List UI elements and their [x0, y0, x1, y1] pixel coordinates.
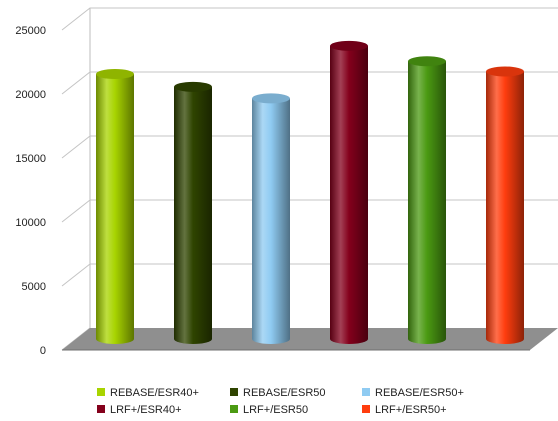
legend-item: REBASE/ESR40+ [97, 387, 199, 399]
legend-item: LRF+/ESR50+ [362, 404, 447, 416]
legend-item: LRF+/ESR40+ [97, 404, 182, 416]
legend-label: LRF+/ESR50 [243, 404, 308, 416]
legend-item: LRF+/ESR50 [230, 404, 308, 416]
gridline [61, 135, 558, 159]
legend: REBASE/ESR40+ REBASE/ESR50 REBASE/ESR50+ LR… [97, 387, 464, 416]
bar-body [408, 61, 446, 345]
legend-label: REBASE/ESR50+ [375, 387, 464, 399]
gridline [61, 7, 558, 31]
gridline [61, 199, 558, 223]
bar-top [486, 66, 524, 77]
bar-top [174, 81, 212, 92]
gridline [61, 263, 558, 287]
bars-layer [96, 40, 524, 345]
bar-body [174, 86, 212, 344]
legend-swatch [362, 405, 370, 413]
bar [174, 81, 212, 344]
gridline [61, 71, 558, 95]
bar-body [330, 45, 368, 344]
chart-floor [62, 328, 558, 350]
y-tick-label: 0 [40, 345, 46, 357]
legend-label: LRF+/ESR50+ [375, 404, 447, 416]
bar-top [252, 93, 290, 104]
legend-swatch [230, 405, 238, 413]
bar-body [486, 71, 524, 344]
bar-top [330, 40, 368, 51]
legend-item: REBASE/ESR50 [230, 387, 326, 399]
grid-layer [61, 7, 558, 351]
legend-swatch [97, 388, 105, 396]
legend-item: REBASE/ESR50+ [362, 387, 464, 399]
bar [408, 56, 446, 345]
y-tick-label: 10000 [15, 217, 46, 229]
y-tick-label: 20000 [15, 89, 46, 101]
legend-swatch [230, 388, 238, 396]
bar [330, 40, 368, 344]
bar-top [408, 56, 446, 67]
bar [96, 69, 134, 344]
legend-swatch [97, 405, 105, 413]
bar-top [96, 69, 134, 80]
axis-layer: 0 5000 10000 15000 20000 25000 [15, 25, 46, 357]
legend-label: REBASE/ESR50 [243, 387, 326, 399]
legend-label: REBASE/ESR40+ [110, 387, 199, 399]
bar-body [252, 98, 290, 344]
legend-swatch [362, 388, 370, 396]
bar [486, 66, 524, 344]
bar-body [96, 74, 134, 344]
y-tick-label: 5000 [22, 281, 46, 293]
bar [252, 93, 290, 344]
y-tick-label: 15000 [15, 153, 46, 165]
y-tick-label: 25000 [15, 25, 46, 37]
legend-label: LRF+/ESR40+ [110, 404, 182, 416]
